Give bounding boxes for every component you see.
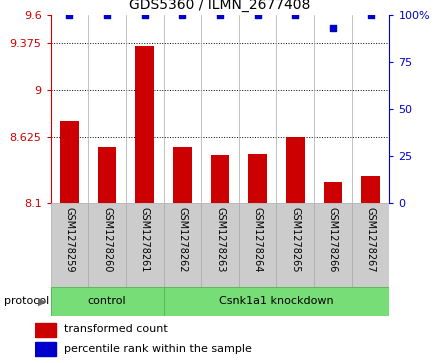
Text: control: control (88, 296, 126, 306)
Point (367, 12, 374, 17)
Title: GDS5360 / ILMN_2677408: GDS5360 / ILMN_2677408 (129, 0, 311, 12)
Point (179, 12, 186, 17)
Text: GSM1278267: GSM1278267 (366, 207, 376, 273)
Text: Csnk1a1 knockdown: Csnk1a1 knockdown (219, 296, 334, 306)
Bar (164, 287, 389, 316)
Bar (136, 46, 154, 203)
Bar (352, 203, 389, 287)
Bar (126, 203, 164, 287)
Bar (211, 155, 229, 203)
Bar (201, 203, 239, 287)
Bar (35, 342, 56, 356)
Text: GSM1278263: GSM1278263 (215, 207, 225, 273)
Bar (248, 154, 267, 203)
Text: GSM1278262: GSM1278262 (177, 207, 187, 273)
Point (254, 12, 261, 17)
Text: protocol: protocol (4, 296, 50, 306)
Text: GSM1278259: GSM1278259 (64, 207, 74, 273)
Bar (51, 287, 164, 316)
Bar (239, 203, 276, 287)
Point (330, 25, 337, 30)
Bar (276, 203, 314, 287)
Bar (314, 203, 352, 287)
Text: GSM1278261: GSM1278261 (140, 207, 150, 273)
Bar (173, 147, 192, 203)
Point (103, 12, 110, 17)
Text: percentile rank within the sample: percentile rank within the sample (64, 344, 252, 354)
Bar (361, 176, 380, 203)
Bar (323, 182, 342, 203)
Text: GSM1278264: GSM1278264 (253, 207, 263, 273)
Bar (88, 203, 126, 287)
Text: transformed count: transformed count (64, 325, 168, 334)
Bar (286, 136, 305, 203)
Text: ▶: ▶ (38, 296, 47, 306)
Bar (164, 203, 201, 287)
Point (216, 12, 224, 17)
Bar (60, 122, 79, 203)
Text: GSM1278266: GSM1278266 (328, 207, 338, 273)
Bar (98, 147, 117, 203)
Point (292, 12, 299, 17)
Text: GSM1278265: GSM1278265 (290, 207, 300, 273)
Point (141, 12, 148, 17)
Point (66, 12, 73, 17)
Bar (51, 203, 88, 287)
Bar (35, 323, 56, 337)
Text: GSM1278260: GSM1278260 (102, 207, 112, 273)
